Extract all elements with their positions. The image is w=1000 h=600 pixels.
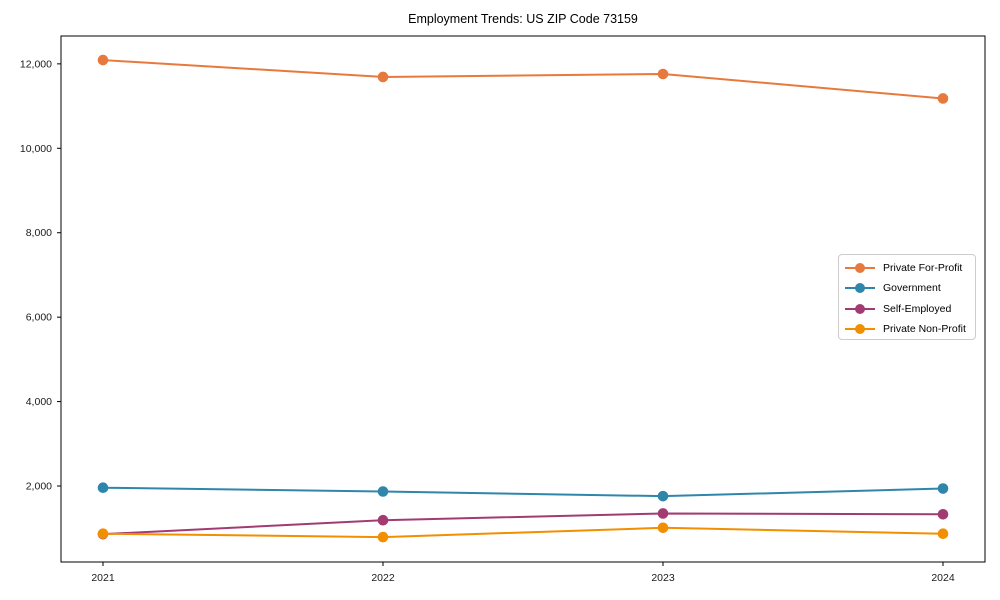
data-point-marker bbox=[657, 522, 669, 534]
data-point-marker bbox=[657, 508, 669, 519]
y-tick-label: 6,000 bbox=[26, 312, 52, 324]
legend-item: Self-Employed bbox=[845, 299, 975, 319]
line-marker-icon bbox=[845, 263, 875, 274]
data-point-marker bbox=[937, 528, 949, 540]
legend-label: Self-Employed bbox=[883, 302, 952, 315]
series-line bbox=[102, 512, 944, 536]
data-point-marker bbox=[97, 482, 109, 494]
x-tick-label: 2023 bbox=[651, 572, 675, 584]
series-line bbox=[102, 526, 944, 539]
data-point-marker bbox=[937, 483, 949, 494]
y-tick-label: 12,000 bbox=[20, 58, 52, 70]
y-tick-label: 2,000 bbox=[26, 481, 52, 493]
data-point-marker bbox=[97, 54, 109, 66]
series-line bbox=[102, 59, 944, 100]
legend-item: Private For-Profit bbox=[845, 258, 975, 278]
legend-label: Private Non-Profit bbox=[883, 322, 966, 335]
x-tick-label: 2021 bbox=[91, 572, 115, 584]
data-point-marker bbox=[377, 71, 389, 83]
y-tick-label: 10,000 bbox=[20, 143, 52, 155]
x-tick-label: 2024 bbox=[931, 572, 955, 584]
legend-label: Private For-Profit bbox=[883, 262, 963, 275]
data-point-marker bbox=[657, 490, 669, 502]
line-marker-icon bbox=[845, 283, 875, 294]
data-point-marker bbox=[97, 528, 109, 540]
chart-title: Employment Trends: US ZIP Code 73159 bbox=[408, 12, 638, 26]
line-marker-icon bbox=[845, 303, 875, 314]
y-tick-label: 4,000 bbox=[26, 396, 52, 408]
y-tick-label: 8,000 bbox=[26, 227, 52, 239]
data-point-marker bbox=[937, 508, 949, 520]
plot-border bbox=[60, 35, 986, 563]
data-point-marker bbox=[377, 486, 389, 497]
legend-label: Government bbox=[883, 282, 941, 295]
data-point-marker bbox=[937, 93, 949, 104]
data-point-marker bbox=[377, 531, 389, 543]
data-point-marker bbox=[377, 514, 389, 526]
legend-item: Private Non-Profit bbox=[845, 319, 975, 339]
legend-item: Government bbox=[845, 278, 975, 298]
line-marker-icon bbox=[845, 323, 875, 334]
data-point-marker bbox=[657, 68, 669, 80]
legend: Private For-Profit Government Self-Emplo… bbox=[838, 254, 976, 340]
series-line bbox=[102, 486, 944, 498]
x-tick-label: 2022 bbox=[371, 572, 395, 584]
